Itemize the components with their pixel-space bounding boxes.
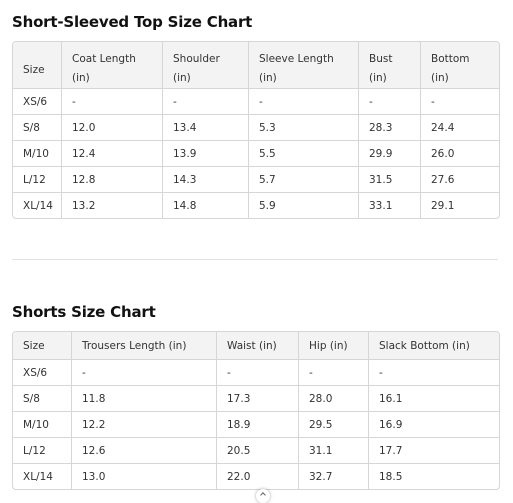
table-row: L/12 12.8 14.3 5.7 31.5 27.6 <box>13 167 499 193</box>
table-cell: 5.5 <box>249 141 359 167</box>
table-cell: 16.1 <box>369 386 499 412</box>
table-cell: 16.9 <box>369 412 499 438</box>
table-cell: 13.4 <box>163 115 249 141</box>
column-header-slack-bottom: Slack Bottom (in) <box>369 332 499 360</box>
shorts-size-chart-title: Shorts Size Chart <box>12 303 156 321</box>
table-cell: L/12 <box>13 167 62 193</box>
column-header-line: Bust <box>369 53 393 65</box>
table-cell: 12.4 <box>62 141 163 167</box>
table-cell: 13.0 <box>72 464 217 489</box>
table-cell: 31.5 <box>359 167 421 193</box>
table-cell: 28.3 <box>359 115 421 141</box>
table-cell: 18.5 <box>379 470 403 483</box>
table-cell: 13.2 <box>62 193 163 218</box>
table-header-row: Size Trousers Length (in) Waist (in) Hip… <box>13 332 499 360</box>
scroll-up-icon[interactable] <box>256 489 270 503</box>
table-cell: 33.1 <box>359 193 421 218</box>
column-header-coat-length: Coat Length (in) <box>62 42 163 89</box>
table-row: M/10 12.4 13.9 5.5 29.9 26.0 <box>13 141 499 167</box>
table-cell: 29.9 <box>359 141 421 167</box>
table-cell: 26.0 <box>421 141 499 167</box>
table-cell: 28.0 <box>299 386 369 412</box>
table-cell: S/8 <box>13 115 62 141</box>
table-cell: 14.8 <box>163 193 249 218</box>
column-header-unit: (in) <box>259 72 277 84</box>
column-header-line: Sleeve Length <box>259 53 334 65</box>
table-cell: 12.2 <box>72 412 217 438</box>
table-cell: S/8 <box>13 386 72 412</box>
table-cell: - <box>249 89 359 115</box>
table-row: S/8 12.0 13.4 5.3 28.3 24.4 <box>13 115 499 141</box>
column-header-unit: (in) <box>173 72 191 84</box>
column-header-line: Shoulder <box>173 53 220 65</box>
table-row: XS/6 - - - - - <box>13 89 499 115</box>
column-header-hip: Hip (in) <box>299 332 369 360</box>
table-cell: XL/14 <box>13 193 62 218</box>
table-cell: 13.9 <box>163 141 249 167</box>
column-header-shoulder: Shoulder (in) <box>163 42 249 89</box>
table-cell: - <box>72 360 217 386</box>
table-cell: 12.0 <box>62 115 163 141</box>
column-header-unit: (in) <box>431 72 449 84</box>
table-row: M/10 12.2 18.9 29.5 16.9 <box>13 412 499 438</box>
column-header-line: Coat Length <box>72 53 136 65</box>
table-cell: XS/6 <box>13 360 72 386</box>
table-cell: 5.3 <box>249 115 359 141</box>
table-cell: 12.6 <box>72 438 217 464</box>
table-row: XL/14 13.0 22.0 32.7 18.5 <box>13 464 499 489</box>
table-cell: - <box>421 89 499 115</box>
table-cell: - <box>62 89 163 115</box>
column-header-bottom: Bottom (in) <box>421 42 499 89</box>
table-cell: 14.3 <box>163 167 249 193</box>
column-header-waist: Waist (in) <box>217 332 299 360</box>
table-cell: 22.0 <box>217 464 299 489</box>
column-header-unit: (in) <box>72 72 90 84</box>
column-header-line: Bottom <box>431 53 470 65</box>
table-row: XS/6 - - - - <box>13 360 499 386</box>
column-header-line: Size <box>23 64 45 76</box>
column-header-size: Size <box>13 332 72 360</box>
table-cell: 20.5 <box>217 438 299 464</box>
table-cell: M/10 <box>13 412 72 438</box>
column-header-unit: (in) <box>369 72 387 84</box>
table-cell: XL/14 <box>13 464 72 489</box>
table-cell: M/10 <box>13 141 62 167</box>
table-cell: 24.4 <box>421 115 499 141</box>
table-cell: 18.9 <box>217 412 299 438</box>
table-cell: 12.8 <box>62 167 163 193</box>
table-cell: 29.5 <box>299 412 369 438</box>
table-cell: 5.7 <box>249 167 359 193</box>
table-cell: 29.1 <box>431 199 455 212</box>
table-cell: L/12 <box>13 438 72 464</box>
top-size-chart-table: Size Coat Length (in) Shoulder (in) Slee… <box>12 41 500 219</box>
table-cell: 11.8 <box>72 386 217 412</box>
table-cell: - <box>163 89 249 115</box>
column-header-size: Size <box>13 42 62 89</box>
table-cell: XS/6 <box>13 89 62 115</box>
column-header-sleeve-length: Sleeve Length (in) <box>249 42 359 89</box>
table-cell: 31.1 <box>299 438 369 464</box>
top-size-chart-title: Short-Sleeved Top Size Chart <box>12 13 253 31</box>
column-header-bust: Bust (in) <box>359 42 421 89</box>
table-row: XL/14 13.2 14.8 5.9 33.1 29.1 <box>13 193 499 218</box>
column-header-trousers-length: Trousers Length (in) <box>72 332 217 360</box>
table-cell: 32.7 <box>299 464 369 489</box>
table-cell: 27.6 <box>421 167 499 193</box>
table-row: L/12 12.6 20.5 31.1 17.7 <box>13 438 499 464</box>
table-cell: - <box>217 360 299 386</box>
table-cell: - <box>299 360 369 386</box>
table-cell: 17.7 <box>369 438 499 464</box>
table-cell: - <box>369 360 499 386</box>
table-header-row: Size Coat Length (in) Shoulder (in) Slee… <box>13 42 499 89</box>
table-cell: - <box>359 89 421 115</box>
section-divider <box>12 259 498 260</box>
shorts-size-chart-table: Size Trousers Length (in) Waist (in) Hip… <box>12 331 500 490</box>
table-cell: 5.9 <box>249 193 359 218</box>
table-row: S/8 11.8 17.3 28.0 16.1 <box>13 386 499 412</box>
table-cell: 17.3 <box>217 386 299 412</box>
